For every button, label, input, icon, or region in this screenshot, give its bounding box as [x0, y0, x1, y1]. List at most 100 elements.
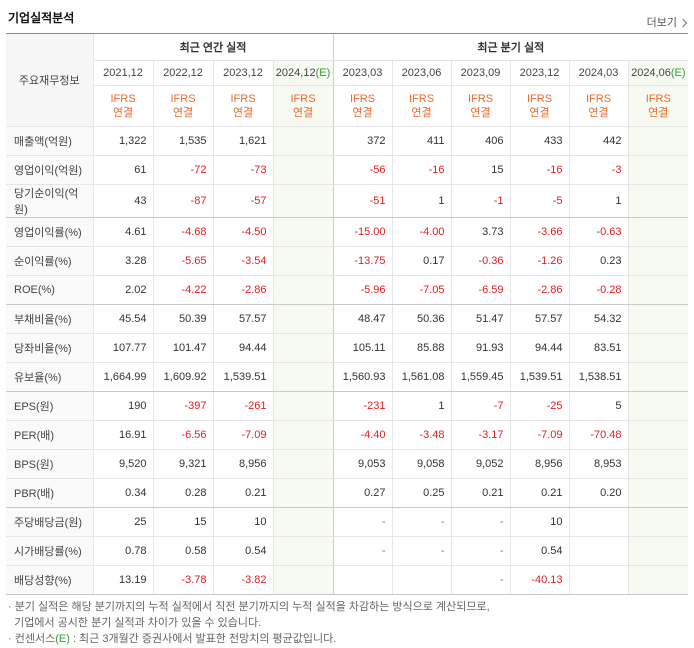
value-cell: 2.02 — [92, 275, 153, 305]
period-header: 2023,09 — [450, 60, 511, 86]
value-cell: 1,560.93 — [332, 362, 393, 392]
value-cell: -16 — [391, 155, 452, 185]
empty-cell — [627, 184, 689, 218]
more-text[interactable]: 더보기 — [646, 17, 677, 29]
header-row: 2021,12 2022,12 2023,12 2024,12(E) 2023,03 20… — [6, 60, 689, 86]
value-cell: 105.11 — [332, 333, 393, 363]
value-cell: 0.23 — [568, 246, 629, 276]
data-row: PER(배) 16.91 -6.56 -7.09 -4.40 -3.48 -3.17 -7.0… — [6, 420, 689, 450]
period: 2023,12 — [223, 67, 263, 79]
value-cell: 9,053 — [332, 449, 393, 479]
row-label: PBR(배) — [6, 478, 93, 508]
data-row: 매출액(억원) 1,322 1,535 1,621 372 411 406 433 442 — [6, 126, 689, 156]
empty-cell — [627, 362, 689, 392]
data-row: 당좌비율(%) 107.77 101.47 94.44 105.11 85.88 91.93… — [6, 333, 689, 363]
value-cell: 15 — [450, 155, 511, 185]
value-cell: 0.28 — [152, 478, 213, 508]
value-cell: 1,539.51 — [509, 362, 570, 392]
value-cell: 48.47 — [332, 304, 393, 334]
value-cell: 83.51 — [568, 333, 629, 363]
empty-cell — [272, 304, 334, 334]
data-row: 영업이익(억원) 61 -72 -73 -56 -16 15 -16 -3 — [6, 155, 689, 185]
accounting-header: IFRS 연결 — [627, 85, 689, 127]
value-cell: 0.25 — [391, 478, 452, 508]
empty-cell — [272, 126, 334, 156]
value-cell: 8,956 — [509, 449, 570, 479]
basis: 연결 — [172, 107, 194, 119]
value-cell: -51 — [332, 184, 393, 218]
basis: 연결 — [352, 107, 373, 119]
row-label: 영업이익(억원) — [6, 155, 93, 185]
period: 2024,03 — [578, 67, 619, 79]
section-title: 기업실적분석 — [8, 11, 75, 25]
period: 2023,12 — [519, 67, 560, 79]
value-cell: -6.56 — [152, 420, 213, 450]
value-cell: 15 — [152, 507, 213, 537]
value-cell: 10 — [509, 507, 570, 537]
empty-cell — [627, 126, 689, 156]
row-label: PER(배) — [6, 420, 93, 450]
value-cell: 3.73 — [450, 217, 511, 247]
value-cell: -40.13 — [509, 565, 570, 595]
empty-cell — [627, 246, 689, 276]
value-cell: 54.32 — [568, 304, 629, 334]
empty-cell — [272, 536, 334, 566]
header-row: IFRS 연결 IFRS 연결 IFRS 연결 IFRS 연결 IFRS 연결 IFRS 연결 IFRS… — [6, 85, 689, 127]
empty-cell — [272, 478, 334, 508]
value-cell: -397 — [152, 391, 213, 421]
value-cell: 1,538.51 — [568, 362, 629, 392]
value-cell: -5.65 — [152, 246, 213, 276]
value-cell: -4.40 — [332, 420, 393, 450]
value-cell: -3.66 — [509, 217, 570, 247]
value-cell: 0.58 — [152, 536, 213, 566]
value-cell: -7.09 — [212, 420, 273, 450]
note-line: · 분기 실적은 해당 분기까지의 누적 실적에서 직전 분기까지의 누적 실적… — [8, 601, 490, 613]
standard: IFRS — [110, 93, 136, 105]
value-cell: -0.36 — [450, 246, 511, 276]
value-cell: -4.50 — [212, 217, 273, 247]
value-cell: 9,520 — [92, 449, 153, 479]
value-cell: 85.88 — [391, 333, 452, 363]
empty-cell — [568, 507, 629, 537]
value-cell: 372 — [332, 126, 393, 156]
row-label: 영업이익률(%) — [6, 217, 93, 247]
standard: IFRS — [527, 93, 553, 105]
value-cell: 5 — [568, 391, 629, 421]
empty-cell — [272, 246, 334, 276]
value-cell: -70.48 — [568, 420, 629, 450]
data-row: 시가배당률(%) 0.78 0.58 0.54- - -0.54 — [6, 536, 689, 566]
basis: 연결 — [529, 107, 550, 119]
value-cell: - — [391, 507, 452, 537]
accounting-header: IFRS 연결 — [509, 85, 570, 127]
empty-cell — [272, 275, 334, 305]
value-cell: -3.78 — [152, 565, 213, 595]
value-cell: 91.93 — [450, 333, 511, 363]
value-cell: 1 — [568, 184, 629, 218]
data-row: 주당배당금(원) 25 15 10- - -10 — [6, 507, 689, 537]
period: 2023,09 — [460, 67, 501, 79]
value-cell: 1 — [391, 184, 452, 218]
empty-cell — [627, 507, 689, 537]
value-cell: 0.27 — [332, 478, 393, 508]
empty-cell — [627, 217, 689, 247]
row-label: BPS(원) — [6, 449, 93, 479]
note-text: : 최근 3개월간 증권사에서 발표한 전망치의 평균값입니다. — [69, 633, 337, 645]
value-cell: -6.59 — [450, 275, 511, 305]
value-cell: 411 — [391, 126, 452, 156]
empty-cell — [272, 507, 334, 537]
value-cell: 1,322 — [92, 126, 153, 156]
row-label: 주당배당금(원) — [6, 507, 93, 537]
note-text: 분기 실적은 해당 분기까지의 누적 실적에서 직전 분기까지의 누적 실적을 … — [14, 601, 490, 613]
value-cell: 442 — [568, 126, 629, 156]
period: 2022,12 — [163, 67, 203, 79]
more-link[interactable]: 더보기 — [646, 14, 688, 30]
value-cell: -5.96 — [332, 275, 393, 305]
empty-cell — [272, 184, 334, 218]
value-cell: -4.68 — [152, 217, 213, 247]
value-cell: -25 — [509, 391, 570, 421]
value-cell: 1,561.08 — [391, 362, 452, 392]
accounting-header: IFRS 연결 — [391, 85, 452, 127]
value-cell: -57 — [212, 184, 273, 218]
value-cell: 1 — [391, 391, 452, 421]
data-row: 당기순이익(억원) 43 -87 -57 -51 1 -1 -5 1 — [6, 184, 689, 218]
